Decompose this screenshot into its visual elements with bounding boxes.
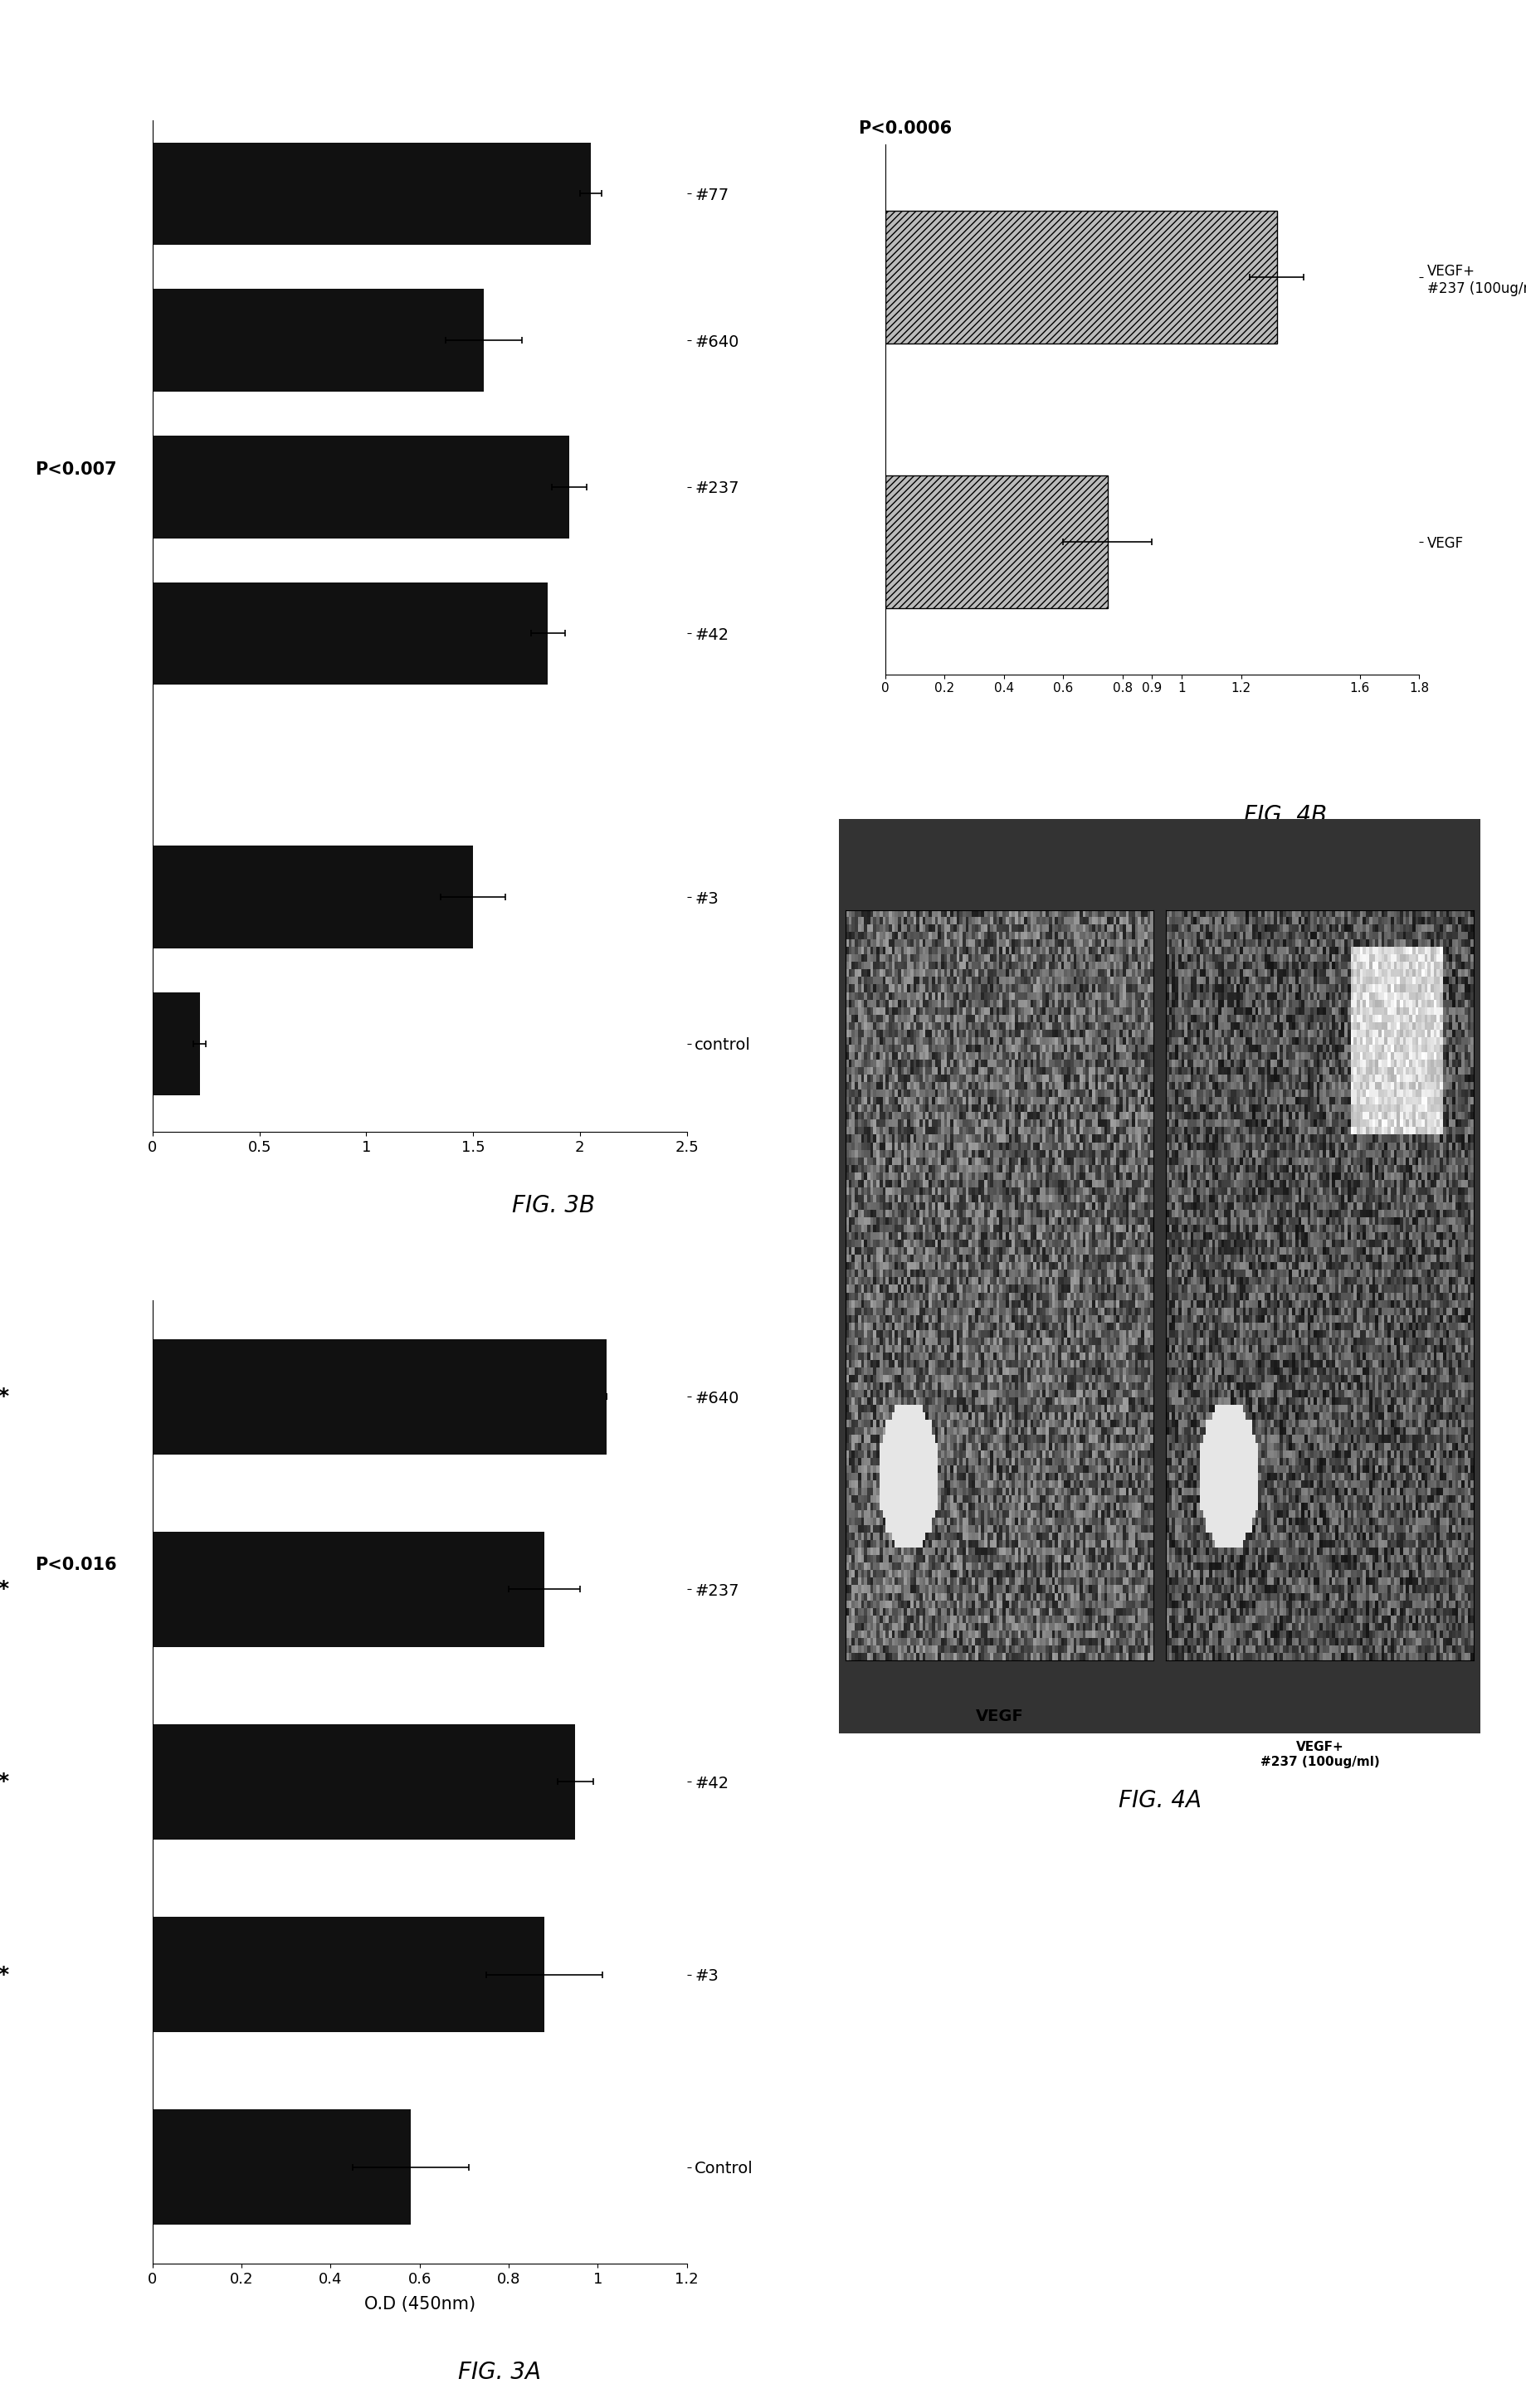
Text: P<0.016: P<0.016: [35, 1556, 118, 1572]
Text: P<0.007: P<0.007: [35, 460, 118, 477]
Text: FIG. 4B: FIG. 4B: [1244, 804, 1328, 828]
Bar: [153, 289, 484, 393]
Bar: [885, 212, 1277, 342]
X-axis label: O.D (450nm): O.D (450nm): [365, 2295, 475, 2312]
Bar: [153, 845, 473, 949]
Bar: [153, 992, 200, 1096]
Bar: [153, 1917, 545, 2032]
Bar: [153, 2109, 410, 2225]
Bar: [153, 142, 591, 246]
Text: P<0.0006: P<0.0006: [858, 120, 952, 137]
Text: *: *: [0, 1965, 9, 1984]
Bar: [885, 474, 1108, 607]
Text: *: *: [0, 1387, 9, 1406]
Text: *: *: [0, 1772, 9, 1792]
Bar: [153, 436, 569, 537]
Text: FIG. 3B: FIG. 3B: [511, 1194, 595, 1218]
Bar: [153, 1724, 575, 1840]
Bar: [153, 1339, 606, 1454]
Text: *: *: [0, 1580, 9, 1599]
Text: FIG. 3A: FIG. 3A: [458, 2360, 542, 2384]
Bar: [153, 1531, 545, 1647]
Bar: [153, 583, 548, 684]
Text: FIG. 4A: FIG. 4A: [1119, 1789, 1201, 1811]
